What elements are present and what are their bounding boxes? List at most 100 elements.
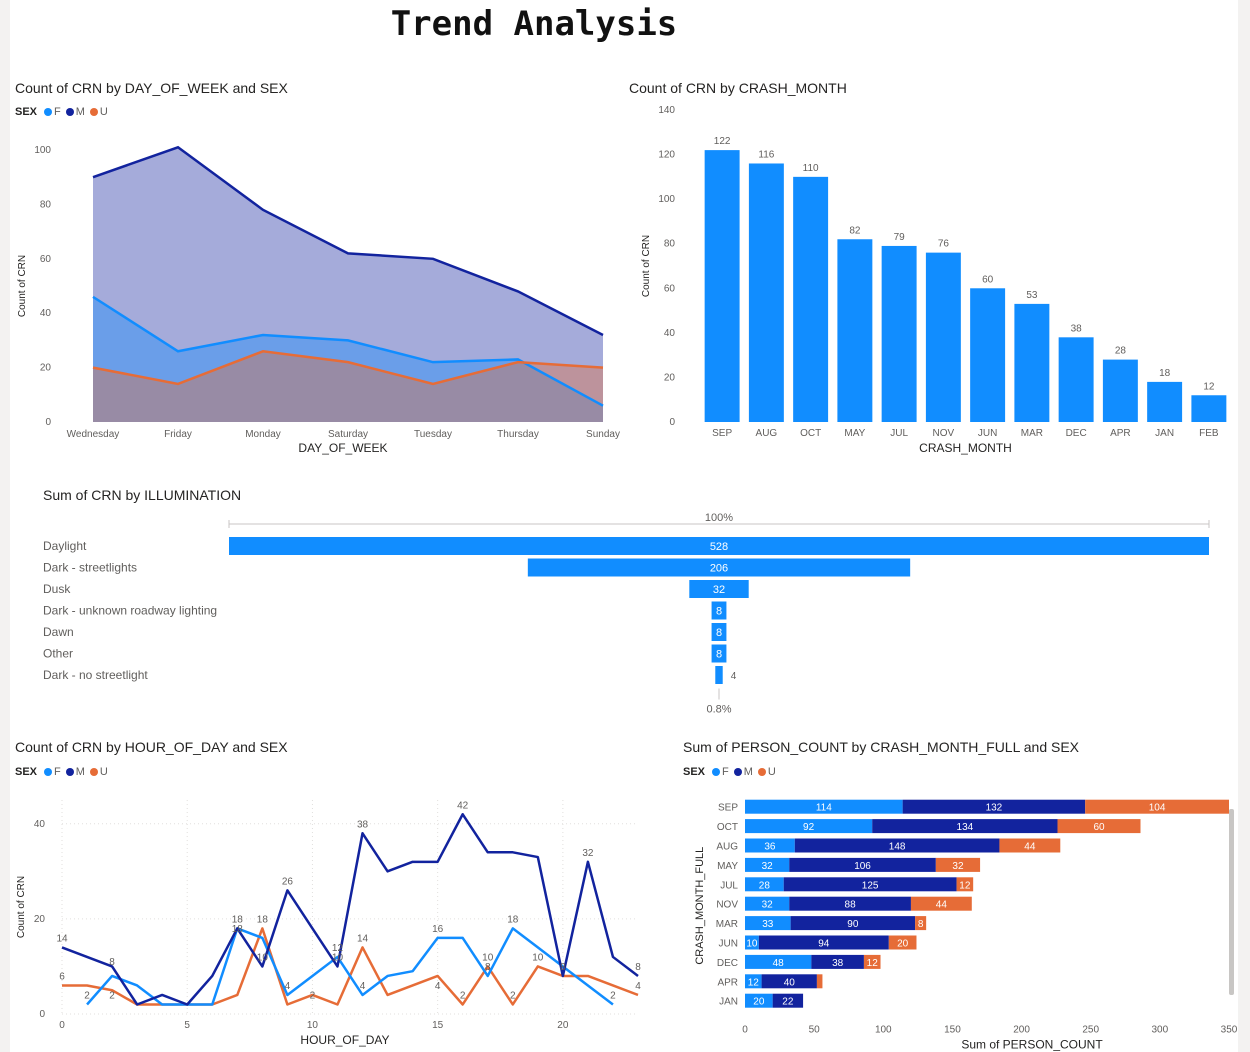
data-label: 14 [357,933,369,944]
x-tick-label: OCT [800,428,821,439]
person-legend[interactable]: SEX F M U [683,766,778,778]
data-label: 60 [1093,822,1105,833]
x-tick-label: APR [1110,428,1131,439]
legend-item-f[interactable]: F [712,766,729,778]
y-tick-label: OCT [717,822,738,833]
bar-segment-m [772,993,804,1008]
data-label: 8 [109,957,115,968]
data-label: 6 [59,971,65,982]
data-label: 16 [432,924,444,935]
data-label: 20 [753,997,765,1008]
y-tick-label: AUG [716,842,738,853]
illumination-funnel-chart[interactable]: 100% Daylight 528 Dark - streetlights 206 Dus… [10,505,1238,716]
month-chart-title: Count of CRN by CRASH_MONTH [629,80,847,96]
data-label: 148 [889,842,906,853]
bar-segment-m [789,857,936,872]
x-tick-label: JUL [890,428,908,439]
bar-segment-f [745,954,812,969]
dow-area-chart[interactable]: 0 20 40 60 80 100 Wednesday Friday Monday Saturda… [10,130,630,460]
hour-line-chart[interactable]: 0 5 10 15 20 0 20 40 HOUR_OF_DAY Count of CRN 14 6 2… [10,790,650,1052]
data-label: 90 [847,919,859,930]
data-label: 36 [764,842,776,853]
x-tick-label: 10 [307,1020,319,1031]
y-axis-title: Count of CRN [16,876,27,938]
funnel-bar [689,580,749,598]
hour-legend[interactable]: SEX F M U [15,766,110,778]
scrollbar-thumb [1229,809,1234,995]
bar-segment-m [902,799,1086,814]
legend-title: SEX [683,766,706,778]
funnel-bar [229,537,1209,555]
series-line-f [86,927,614,1006]
funnel-value-label: 8 [716,606,722,618]
x-tick-label: DEC [1066,428,1087,439]
y-tick-label: 60 [664,283,676,294]
data-label: 18 [257,914,269,925]
legend-item-m[interactable]: M [65,106,85,118]
x-tick-label: 20 [557,1020,569,1031]
bar-segment-f [745,935,759,950]
y-tick-label: NOV [716,900,738,911]
legend-item-u[interactable]: U [757,766,776,778]
x-tick-label: 5 [184,1020,190,1031]
y-axis-title: Count of CRN [17,255,28,317]
x-axis-title: CRASH_MONTH [919,441,1012,455]
bar-segment-f [745,799,903,814]
legend-item-f[interactable]: F [44,766,61,778]
funnel-value-label: 32 [713,584,725,596]
y-tick-label: 0 [39,1009,45,1020]
funnel-bar [711,601,727,620]
data-label: 28 [1115,346,1127,357]
legend-title: SEX [15,106,38,118]
bar-segment-m [789,896,911,911]
data-label: 2 [84,990,90,1001]
x-tick-label: Wednesday [67,429,120,440]
data-label: 94 [818,939,830,950]
data-label: 110 [803,163,819,174]
y-tick-label: 40 [664,328,676,339]
legend-item-u[interactable]: U [89,766,108,778]
x-tick-label: 300 [1152,1024,1169,1035]
data-label: 38 [832,958,844,969]
bar-segment-m [790,916,916,931]
legend-item-m[interactable]: M [65,766,85,778]
x-tick-label: AUG [756,428,778,439]
data-label: 92 [803,822,815,833]
bar-segment-u [816,974,823,989]
bar-segment-f [745,877,784,892]
bar [925,252,961,422]
x-tick-label: NOV [933,428,955,439]
x-tick-label: SEP [712,428,732,439]
x-tick-label: 0 [59,1020,65,1031]
person-stacked-bar-chart[interactable]: 0 50 100 150 200 250 300 350 Sum of PERSON_COUNT… [670,785,1238,1052]
y-tick-label: JAN [719,997,738,1008]
data-label: 18 [232,924,244,935]
legend-item-f[interactable]: F [44,106,61,118]
legend-item-m[interactable]: M [733,766,753,778]
data-label: 76 [938,239,950,250]
data-label: 125 [862,880,879,891]
dow-legend[interactable]: SEX F M U [15,106,110,118]
funnel-category-label: Dawn [43,625,74,639]
data-label: 48 [773,958,785,969]
funnel-category-label: Dark - streetlights [43,561,137,575]
series-line-m [92,145,604,337]
x-tick-label: JUN [978,428,997,439]
data-label: 32 [952,861,964,872]
area-fill-u [93,351,603,422]
funnel-bar [527,558,911,577]
data-label: 4 [285,981,291,992]
bar-segment-u [956,877,974,892]
x-tick-label: 0 [742,1024,748,1035]
legend-item-u[interactable]: U [89,106,108,118]
x-tick-label: 150 [944,1024,961,1035]
data-label: 2 [109,990,115,1001]
x-tick-label: Saturday [328,429,368,440]
data-label: 20 [897,939,909,950]
data-label: 12 [959,880,971,891]
data-label: 8 [918,919,924,930]
bar-segment-u [935,857,981,872]
data-label: 28 [759,880,771,891]
month-bar-chart[interactable]: 0 20 40 60 80 100 120 140 122 SEP 116 AUG 110 OCT 82 MA… [625,100,1227,460]
bar-segment-m [811,954,864,969]
